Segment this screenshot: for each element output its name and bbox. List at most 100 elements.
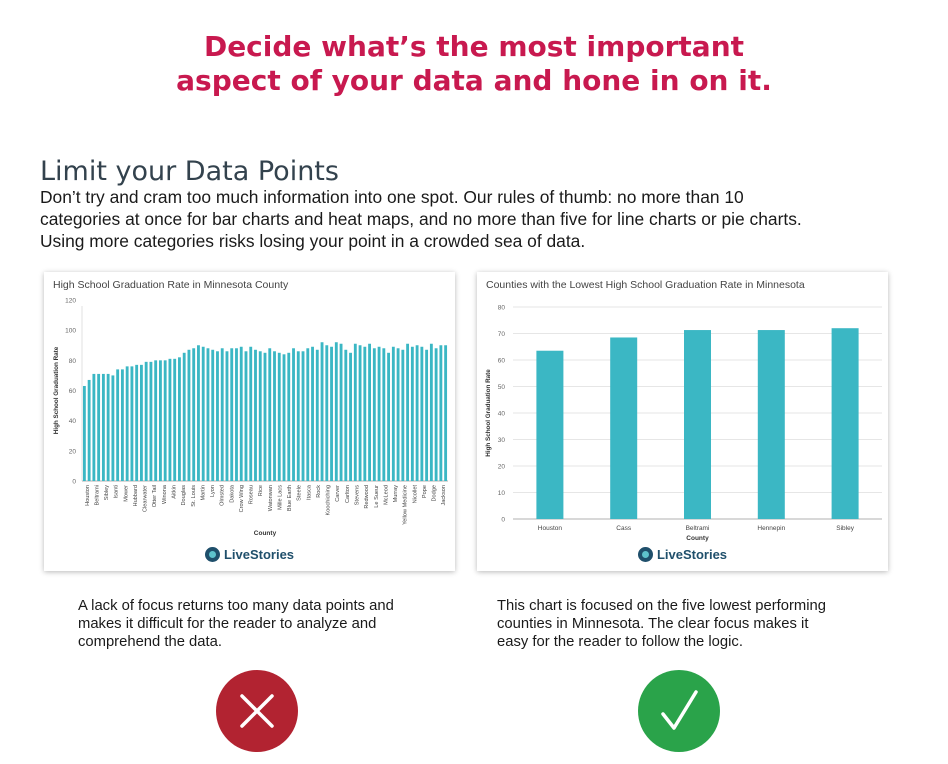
x-tick-label: Douglas [181,485,187,506]
y-tick-label: 80 [69,358,77,365]
bar [296,351,300,481]
bar [391,346,395,481]
bar [249,346,253,481]
caption-focused: This chart is focused on the five lowest… [497,597,826,651]
y-tick-label: 60 [498,358,506,365]
bar [301,351,305,481]
x-tick-label: Nicollet [412,485,418,504]
bar [273,351,276,481]
bar [372,348,376,481]
bar [87,379,91,481]
caption-line: counties in Minnesota. The clear focus m… [497,616,809,632]
chart-card-focused: Counties with the Lowest High School Gra… [477,272,888,571]
x-tick-label: Rock [316,485,322,498]
x-tick-label: Houston [85,485,91,506]
bar [263,352,267,481]
livestories-logo: LiveStories [44,547,455,562]
bar [306,348,310,481]
bar [182,352,186,481]
bar [168,358,172,481]
x-tick-label: Isanti [114,485,120,498]
x-tick-label: Itasca [306,484,312,500]
bar [320,342,324,481]
x-tick-label: Aitkin [172,485,178,499]
bar [268,348,272,481]
bar [382,348,386,481]
x-tick-label: Beltrami [94,485,100,506]
bar [377,346,381,481]
chart-title: High School Graduation Rate in Minnesota… [53,279,289,291]
y-tick-label: 20 [69,448,77,455]
x-tick-label: St. Louis [191,485,197,507]
x-tick-label: Koochiching [326,485,332,515]
x-tick-label: Olmsted [220,485,226,506]
x-tick-label: Carver [335,485,341,502]
bar [159,360,162,481]
bar [757,330,785,519]
bar [139,364,143,481]
bar [425,349,429,481]
x-tick-label: Steele [297,485,303,501]
x-tick-label: Watonwan [268,485,274,511]
bar [197,345,200,481]
bar [444,345,448,481]
brand-name: LiveStories [223,547,295,562]
bar [92,373,96,481]
bar [116,369,120,481]
bar [163,360,167,481]
x-tick-label: Beltrami [686,525,710,532]
bar [287,352,291,481]
headline: Decide what’s the most important aspect … [0,30,948,98]
brand-name: LiveStories [656,547,728,562]
x-tick-label: Sibley [836,525,854,532]
check-mark-icon [638,670,720,752]
x-mark-icon [216,670,298,752]
bar [396,348,400,481]
bar [429,343,433,481]
bar [239,346,243,481]
x-tick-label: Houston [538,525,563,532]
bar [420,346,424,481]
bar [831,328,859,519]
bar [244,351,248,481]
bar [387,352,391,481]
x-tick-label: Stevens [355,485,361,505]
y-axis-title: High School Graduation Rate [53,346,60,434]
bar [353,343,357,481]
x-tick-label: Crow Wing [239,485,245,512]
y-tick-label: 50 [498,384,506,391]
caption-line: comprehend the data. [78,634,222,650]
bar [144,361,148,481]
bar [225,351,229,481]
y-tick-label: 30 [498,437,506,444]
bar [101,373,105,481]
y-tick-label: 80 [498,305,506,312]
x-tick-label: Le Sueur [374,485,380,508]
bar [439,345,443,481]
bar [254,349,257,481]
bar [235,348,238,481]
headline-line-2: aspect of your data and hone in on it. [176,64,772,97]
bar [415,345,419,481]
x-tick-label: Sibley [104,485,110,500]
x-tick-label: Hubbard [133,485,139,506]
chart-title: Counties with the Lowest High School Gra… [486,279,805,291]
bar [125,366,129,481]
intro-text: Don’t try and cram too much information … [40,186,940,252]
x-axis-title: County [686,535,709,542]
y-tick-label: 20 [498,464,506,471]
bar [434,348,438,481]
x-tick-label: Clearwater [143,485,149,512]
y-tick-label: 100 [65,328,76,335]
bar-chart-lowest-five: 0 10 20 30 40 50 60 70 80 Houston Cass Beltrami Henn… [485,305,882,542]
bar [149,361,153,481]
x-tick-label: Martin [200,485,206,501]
y-tick-label: 40 [69,418,77,425]
caption-line: easy for the reader to follow the logic. [497,634,743,650]
bar [363,346,367,481]
x-axis-title: County [254,530,277,537]
bar [192,348,196,481]
bar [349,352,352,481]
x-tick-label: Winona [162,484,168,504]
livestories-logo-icon [204,547,220,562]
